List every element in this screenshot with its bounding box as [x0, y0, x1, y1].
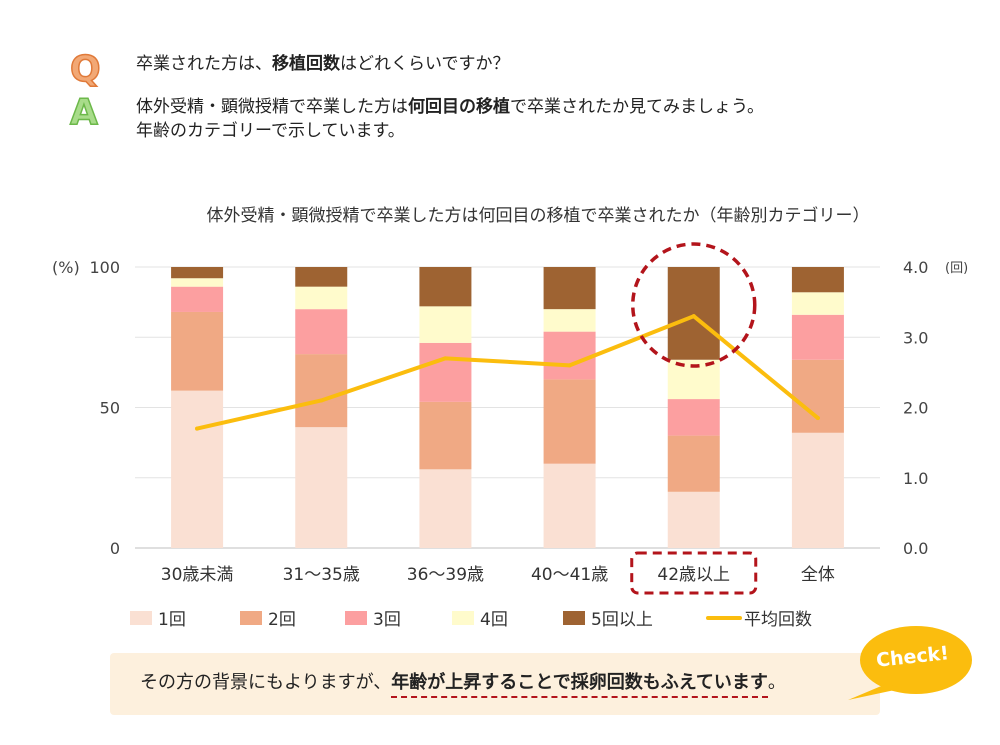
bar-segment [791, 267, 844, 293]
x-tick-label: 全体 [801, 565, 835, 585]
answer-line1-post: で卒業されたか見てみましょう。 [510, 97, 764, 117]
highlight-label-box [630, 551, 758, 595]
legend-label: 3回 [373, 610, 401, 630]
bar-segment [791, 432, 844, 548]
average-line-path [195, 314, 820, 431]
bar-segment [295, 309, 348, 355]
bar-segment [543, 463, 596, 548]
note-box: その方の背景にもよりますが、年齢が上昇することで採卵回数もふえています。 [110, 653, 880, 715]
y-right-axis-label: (回) [945, 261, 968, 276]
note-text: その方の背景にもよりますが、年齢が上昇することで採卵回数もふえています。 [140, 671, 786, 698]
y-right-tick-label: 4.0 [903, 258, 928, 277]
bar-segment [667, 399, 720, 436]
y-right-tick-label: 2.0 [903, 399, 928, 418]
y-right-tick-label: 3.0 [903, 328, 928, 347]
bar-segment [295, 267, 348, 287]
average-point [815, 416, 820, 421]
x-tick-label: 42歳以上 [657, 565, 730, 585]
answer-line-1: 体外受精・顕微授精で卒業した方は何回目の移植で卒業されたか見てみましょう。 [136, 95, 764, 119]
chart-title: 体外受精・顕微授精で卒業した方は何回目の移植で卒業されたか（年齢別カテゴリー） [207, 205, 870, 226]
bar-segment [419, 342, 472, 402]
average-point [319, 398, 324, 403]
y-left-axis-label: (%) [52, 258, 80, 277]
bar-segment [171, 311, 224, 391]
legend-label: 平均回数 [744, 610, 812, 630]
legend-swatch [240, 611, 262, 625]
bar-segment [419, 401, 472, 470]
average-point [691, 314, 696, 319]
x-tick-label: 36～39歳 [407, 565, 484, 585]
legend-label: 1回 [158, 610, 186, 630]
legend-swatch [345, 611, 367, 625]
bar-segment [171, 286, 224, 312]
y-right-tick-label: 1.0 [903, 469, 928, 488]
bar-segment [419, 469, 472, 548]
note-pre: その方の背景にもよりますが、 [140, 672, 392, 693]
question-pre: 卒業された方は、 [136, 54, 272, 74]
question-row: Q 卒業された方は、移植回数はどれくらいですか？ [69, 49, 510, 90]
bar-segment [419, 267, 472, 307]
legend-label: 2回 [268, 610, 296, 630]
answer-line1-bold: 何回目の移植 [408, 97, 510, 117]
check-speech-bubble [848, 626, 972, 700]
legend: 1回 2回 3回 4回 5回以上 平均回数 [130, 610, 812, 630]
y-axis-left: 0 50 100 (%) [52, 258, 120, 558]
bar-segment [295, 427, 348, 548]
legend-label: 4回 [480, 610, 508, 630]
bar-segment [667, 435, 720, 492]
bar-segment [667, 267, 720, 360]
legend-label: 5回以上 [591, 610, 653, 630]
x-tick-label: 31～35歳 [283, 565, 360, 585]
bar-segment [171, 278, 224, 287]
question-post: はどれくらいですか？ [340, 54, 510, 74]
bar-segment [543, 267, 596, 310]
average-point [443, 356, 448, 361]
q-icon: Q [69, 49, 101, 90]
x-tick-label: 30歳未満 [161, 565, 234, 585]
average-line [195, 314, 820, 431]
y-axis-right: 0.0 1.0 2.0 3.0 4.0 (回) [903, 258, 968, 558]
highlight-marks [630, 242, 758, 595]
bar-segment [543, 331, 596, 380]
average-point [567, 363, 572, 368]
stacked-bar-chart: 体外受精・顕微授精で卒業した方は何回目の移植で卒業されたか（年齢別カテゴリー） … [52, 205, 968, 630]
bar-segment [791, 359, 844, 433]
answer-row: A 体外受精・顕微授精で卒業した方は何回目の移植で卒業されたか見てみましょう。 … [69, 92, 764, 143]
grid-lines [135, 266, 880, 549]
bar-segment [791, 292, 844, 315]
legend-swatch [130, 611, 152, 625]
average-point [195, 426, 200, 431]
bar-segment [295, 354, 348, 428]
answer-line-2: 年齢のカテゴリーで示しています。 [136, 121, 405, 141]
x-tick-label: 40～41歳 [531, 565, 608, 585]
question-bold: 移植回数 [272, 54, 340, 74]
answer-line1-pre: 体外受精・顕微授精で卒業した方は [136, 97, 408, 117]
bar-segment [543, 309, 596, 332]
answer-text: 体外受精・顕微授精で卒業した方は何回目の移植で卒業されたか見てみましょう。 年齢… [136, 95, 764, 143]
legend-swatch [563, 611, 585, 625]
highlight-circle [631, 242, 757, 368]
a-icon: A [69, 92, 98, 133]
y-left-tick-label: 50 [100, 399, 120, 418]
bar-segment [543, 379, 596, 464]
x-axis-labels: 30歳未満 31～35歳 36～39歳 40～41歳 42歳以上 全体 [161, 565, 835, 585]
question-text: 卒業された方は、移植回数はどれくらいですか？ [136, 52, 510, 76]
bar-segment [667, 491, 720, 548]
bar-segment [791, 314, 844, 360]
y-left-tick-label: 0 [110, 539, 120, 558]
bar-segment [419, 306, 472, 343]
y-right-tick-label: 0.0 [903, 539, 928, 558]
y-left-tick-label: 100 [89, 258, 120, 277]
legend-swatch [452, 611, 474, 625]
note-bold: 年齢が上昇することで採卵回数もふえています [391, 672, 768, 698]
bar-segment [171, 390, 224, 548]
bar-segment [295, 286, 348, 310]
bar-segment [171, 267, 224, 279]
note-post: 。 [767, 672, 786, 693]
